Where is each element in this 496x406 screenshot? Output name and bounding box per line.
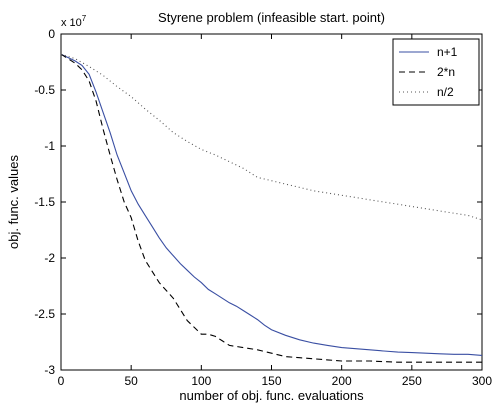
chart-title: Styrene problem (infeasible start. point… (158, 10, 385, 25)
x-tick-label: 300 (472, 374, 492, 388)
series-lines (60, 53, 483, 363)
y-tick-label: -1.5 (34, 195, 55, 209)
y-axis-exponent-label: x 107 (61, 14, 87, 29)
series-line-2 (60, 53, 483, 221)
x-tick-label: 250 (402, 374, 422, 388)
y-tick-label: 0 (48, 27, 55, 41)
x-tick-label: 200 (332, 374, 352, 388)
y-axis-title: obj. func. values (6, 155, 21, 249)
y-tick-label: -1 (44, 139, 55, 153)
legend-entry: 2*n (437, 65, 455, 79)
x-tick-label: 50 (124, 374, 138, 388)
x-tick-label: 150 (261, 374, 281, 388)
y-axis: 0 -0.5 -1 -1.5 -2 -2.5 -3 (34, 27, 482, 377)
legend-entry: n+1 (437, 45, 458, 59)
y-tick-label: -3 (44, 363, 55, 377)
series-line-1 (60, 53, 482, 363)
x-tick-label: 0 (58, 374, 65, 388)
x-axis-title: number of obj. func. evaluations (179, 388, 364, 403)
y-tick-label: -0.5 (34, 83, 55, 97)
legend: n+1 2*n n/2 (392, 38, 480, 106)
y-tick-label: -2.5 (34, 307, 55, 321)
y-exponent-base: x 10 (61, 17, 82, 29)
x-axis: 0 50 100 150 200 250 300 (58, 34, 492, 388)
y-tick-label: -2 (44, 251, 55, 265)
y-exponent-power: 7 (82, 14, 87, 23)
x-tick-label: 100 (191, 374, 211, 388)
legend-box (392, 38, 480, 106)
legend-entry: n/2 (437, 85, 454, 99)
series-line-0 (60, 53, 483, 356)
